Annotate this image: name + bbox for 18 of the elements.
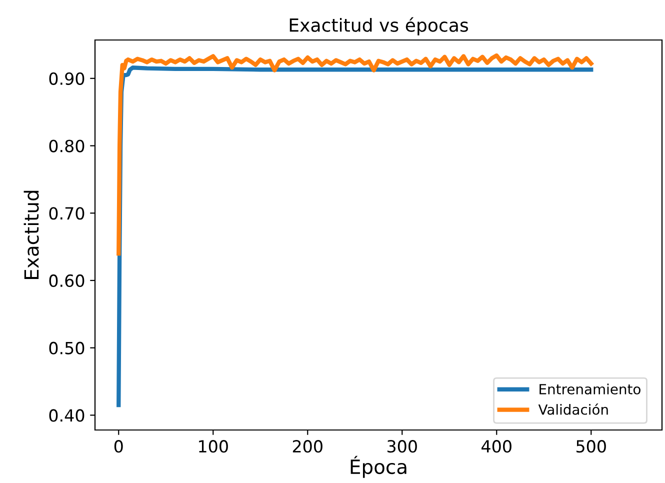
y-tick-label: 0.50 <box>49 342 84 354</box>
chart-title: Exactitud vs épocas <box>290 17 468 36</box>
legend-label: Validación <box>538 404 608 415</box>
x-tick-label: 400 <box>482 440 512 453</box>
y-tick-label: 0.80 <box>49 140 84 152</box>
line-series <box>116 53 594 256</box>
x-axis-title: Época <box>350 456 406 478</box>
x-tick-label: 0 <box>114 440 123 453</box>
x-tick-label: 300 <box>387 440 417 453</box>
x-tick-label: 100 <box>199 440 228 453</box>
y-axis-title: Exactitud <box>24 190 39 279</box>
y-tick-label: 0.90 <box>49 72 84 85</box>
y-tick-label: 0.70 <box>49 207 84 220</box>
x-tick-label: 200 <box>292 440 322 453</box>
legend-label: Entrenamiento <box>540 384 640 394</box>
y-tick-label: 0.60 <box>49 274 84 288</box>
x-tick-label: 500 <box>576 440 606 453</box>
y-tick-label: 0.40 <box>49 409 84 422</box>
